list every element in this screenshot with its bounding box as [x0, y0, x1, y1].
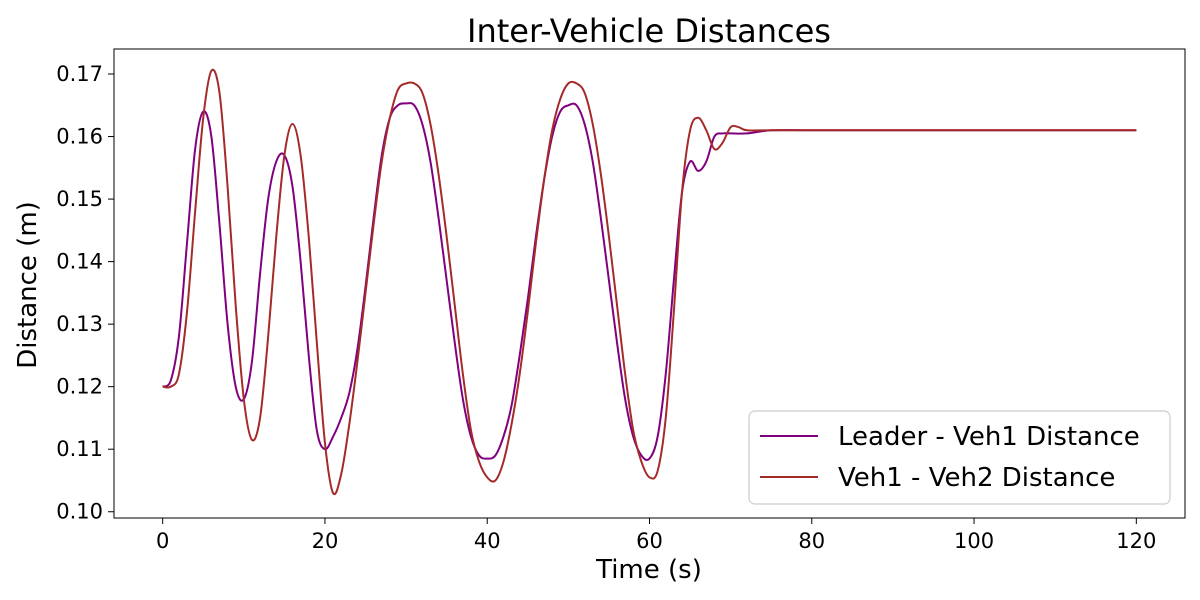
y-tick-label: 0.16 [56, 125, 103, 149]
x-axis: 0 20 40 60 80 100 120 [156, 518, 1156, 553]
legend-label-veh1-veh2: Veh1 - Veh2 Distance [838, 463, 1115, 493]
legend: Leader - Veh1 Distance Veh1 - Veh2 Dista… [748, 410, 1171, 505]
chart-title: Inter-Vehicle Distances [467, 12, 831, 50]
legend-box [748, 410, 1171, 505]
x-tick-label: 80 [798, 529, 825, 553]
y-tick-label: 0.13 [56, 312, 103, 336]
y-tick-label: 0.14 [56, 250, 103, 274]
y-tick-label: 0.10 [56, 500, 103, 524]
series-layer [162, 68, 1137, 496]
y-axis-label: Distance (m) [13, 201, 43, 369]
x-tick-label: 120 [1116, 529, 1156, 553]
y-axis: 0.10 0.11 0.12 0.13 0.14 0.15 0.16 0.17 [56, 62, 114, 524]
x-tick-label: 100 [954, 529, 994, 553]
y-tick-label: 0.12 [56, 375, 103, 399]
series-line-1 [162, 68, 1137, 496]
x-tick-label: 60 [636, 529, 663, 553]
y-tick-label: 0.11 [56, 437, 103, 461]
y-tick-label: 0.17 [56, 62, 103, 86]
x-tick-label: 20 [312, 529, 339, 553]
y-tick-label: 0.15 [56, 187, 103, 211]
legend-label-leader-veh1: Leader - Veh1 Distance [838, 422, 1140, 452]
x-axis-label: Time (s) [595, 555, 702, 585]
series-line-0 [162, 102, 1137, 461]
x-tick-label: 40 [474, 529, 501, 553]
x-tick-label: 0 [156, 529, 169, 553]
